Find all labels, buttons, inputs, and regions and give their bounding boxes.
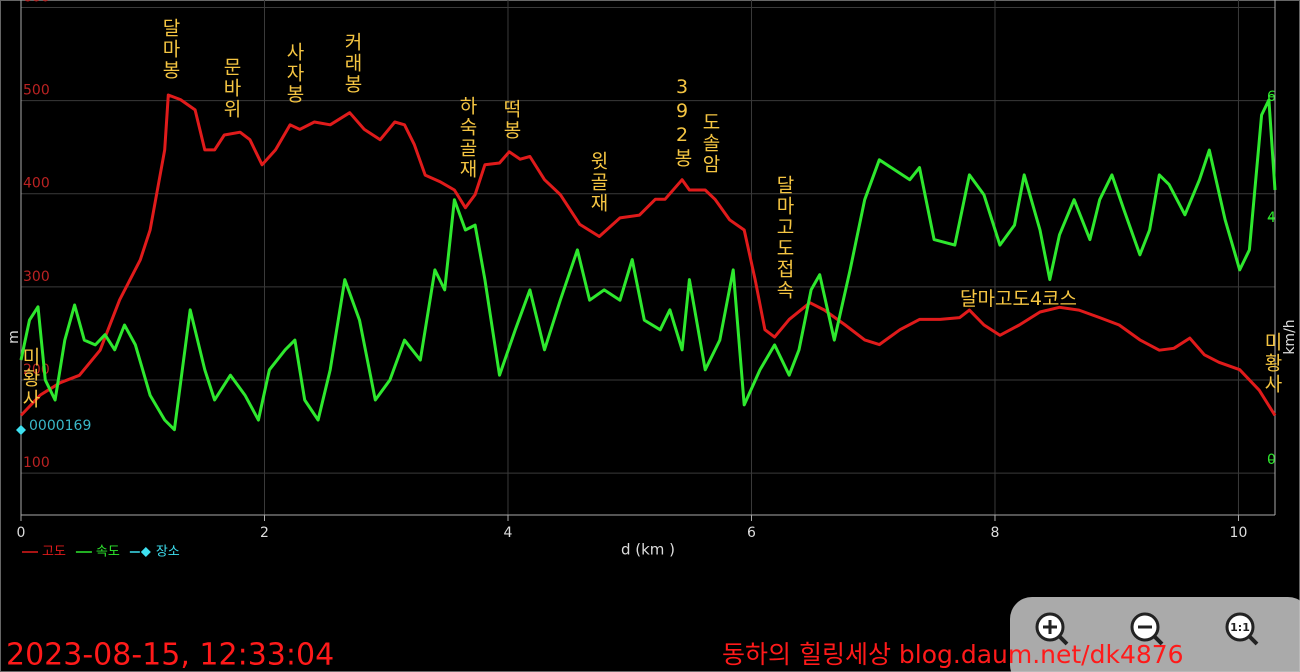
zoom-in-button[interactable]: [1035, 612, 1069, 646]
y-tick-label: 300: [23, 269, 50, 285]
y2-tick-label: 4: [1267, 210, 1276, 226]
zoom-out-button[interactable]: [1130, 612, 1164, 646]
peak-annotation: 달마봉: [159, 18, 181, 81]
y2-axis-label: km/h: [1282, 319, 1298, 354]
y-tick-label: 500: [23, 83, 50, 99]
x-tick-label: 4: [504, 525, 513, 541]
peak-annotation: 문바위: [220, 57, 242, 120]
series-line: [19, 93, 1277, 417]
y2-tick-label: 6: [1267, 89, 1276, 105]
zoom-handle: [1057, 634, 1069, 646]
y-axis-label: m: [6, 330, 22, 344]
place-marker: [16, 425, 26, 435]
legend-marker: [140, 547, 151, 557]
peak-annotation: 떡봉: [500, 99, 522, 141]
legend-label: 속도: [96, 545, 120, 560]
zoom-reset-button[interactable]: 1:1: [1225, 612, 1259, 646]
x-axis-label: d (km ): [621, 541, 675, 559]
peak-annotation: 달마고도접속: [773, 175, 795, 301]
x-tick-label: 6: [747, 525, 756, 541]
y-tick-label: 400: [23, 176, 50, 192]
peak-annotation: 하숙골재: [456, 96, 478, 180]
zoom-button-face: [1225, 612, 1255, 642]
peak-annotation: 미황사: [1261, 332, 1283, 395]
y-tick-label: 600: [23, 0, 50, 5]
peak-annotation: 미황사: [19, 347, 41, 410]
x-tick-label: 2: [260, 525, 269, 541]
legend-label: 고도: [42, 545, 66, 560]
x-tick-label: 0: [17, 525, 26, 541]
y2-tick-label: 0: [1267, 452, 1276, 468]
peak-annotation: 윗골재: [587, 151, 609, 214]
series-line: [19, 98, 1277, 432]
zoom-icon: [1043, 620, 1057, 634]
peak-annotation: 392봉: [671, 76, 693, 169]
zoom-reset-label: 1:1: [1230, 621, 1250, 634]
peak-annotation: 달마고도4코스: [960, 288, 1077, 310]
timestamp: 2023-08-15, 12:33:04: [6, 638, 334, 672]
x-tick-label: 10: [1230, 525, 1248, 541]
watermark: 동하의 힐링세상 blog.daum.net/dk4876: [722, 640, 1184, 669]
zoom-handle: [1152, 634, 1164, 646]
x-tick-label: 8: [991, 525, 1000, 541]
y-tick-label: 100: [23, 455, 50, 471]
peak-annotation: 사자봉: [283, 42, 305, 105]
peak-annotation: 커래봉: [341, 32, 363, 95]
place-label: 0000169: [29, 418, 91, 434]
legend-label: 장소: [156, 545, 180, 560]
peak-annotation: 도솔암: [699, 112, 721, 175]
zoom-handle: [1247, 634, 1259, 646]
